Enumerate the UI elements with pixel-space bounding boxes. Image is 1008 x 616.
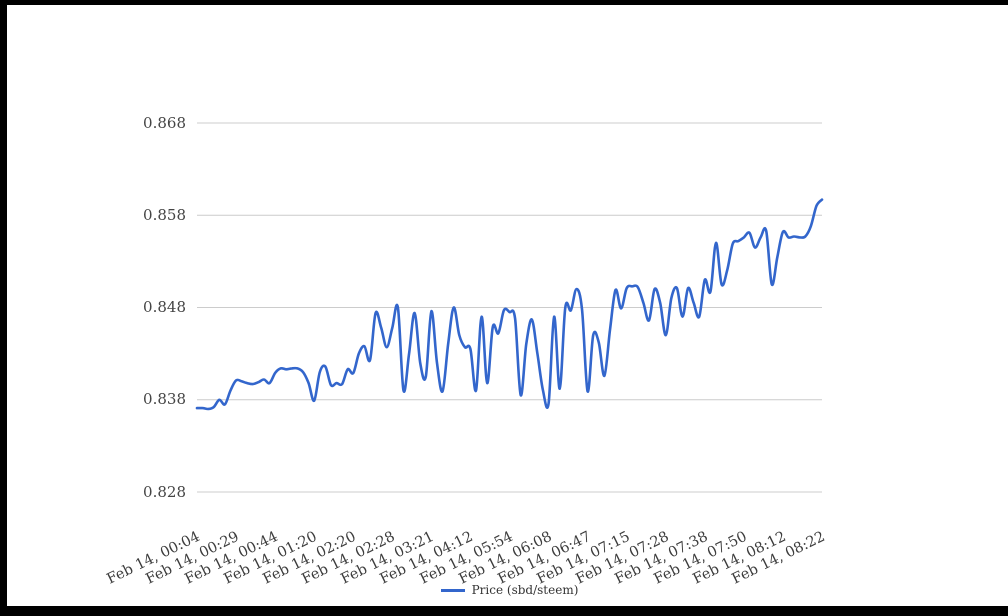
frame-border-top (0, 0, 1008, 5)
legend: Price (sbd/steem) (197, 580, 822, 600)
y-tick-label: 0.828 (143, 482, 186, 501)
y-tick-label: 0.868 (143, 113, 186, 132)
y-tick-label: 0.838 (143, 390, 186, 409)
frame-border-left (0, 0, 7, 616)
y-tick-label: 0.848 (143, 298, 186, 316)
legend-line-swatch (440, 588, 465, 592)
price-line-series (195, 198, 824, 411)
frame-border-bottom (0, 606, 1008, 616)
legend-label: Price (sbd/steem) (471, 583, 579, 597)
y-tick-label: 0.858 (143, 205, 186, 224)
